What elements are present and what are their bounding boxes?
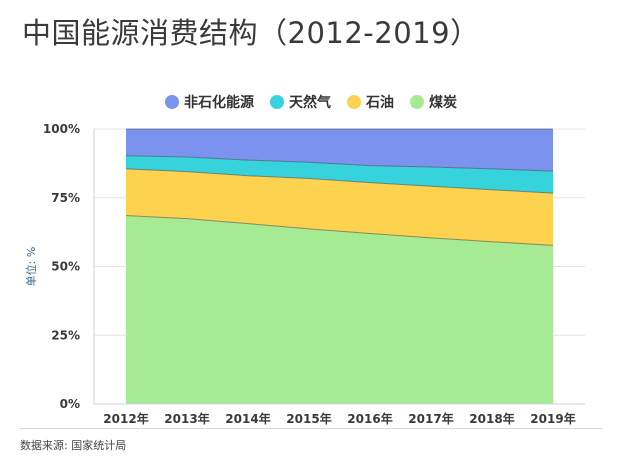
y-tick-label: 0% (60, 397, 80, 411)
legend-label: 非石化能源 (184, 94, 254, 111)
legend-item[interactable]: 煤炭 (410, 94, 457, 111)
legend-label: 天然气 (289, 94, 331, 111)
legend-label: 煤炭 (429, 94, 457, 111)
y-tick-label: 25% (51, 328, 80, 342)
chart-legend: 非石化能源 天然气 石油 煤炭 (165, 94, 457, 111)
x-tick-label: 2018年 (469, 411, 514, 426)
series-line-0 (125, 215, 554, 246)
x-tick-label: 2015年 (286, 411, 331, 426)
y-tick-label: 75% (51, 191, 80, 205)
legend-label: 石油 (365, 94, 394, 111)
area-series-0 (126, 215, 553, 404)
legend-swatch (165, 95, 179, 109)
area-series-3 (126, 129, 553, 172)
area-chart: 0% 25% 50% 75% 100% 单位: % 2012年 2013年 2014年 2015年… (24, 122, 585, 426)
y-axis-label: 单位: % (24, 247, 38, 287)
legend-swatch (270, 95, 284, 109)
legend-item[interactable]: 石油 (347, 94, 394, 111)
x-tick-label: 2014年 (225, 411, 270, 426)
page-title: 中国能源消费结构（2012-2019） (22, 16, 480, 50)
legend-item[interactable]: 天然气 (270, 94, 331, 111)
area-series-1 (126, 168, 553, 246)
y-tick-label: 100% (43, 122, 80, 136)
series-line-1 (125, 168, 554, 194)
source-note: 数据来源: 国家统计局 (20, 439, 127, 452)
divider (20, 428, 602, 429)
x-tick-label: 2017年 (408, 411, 453, 426)
legend-swatch (347, 95, 361, 109)
legend-swatch (410, 95, 424, 109)
y-tick-label: 50% (51, 260, 80, 274)
x-tick-label: 2019年 (530, 411, 575, 426)
x-tick-label: 2012年 (103, 411, 148, 426)
legend-item[interactable]: 非石化能源 (165, 94, 254, 111)
x-tick-label: 2013年 (164, 411, 209, 426)
area-series-2 (126, 155, 553, 194)
x-tick-label: 2016年 (347, 411, 392, 426)
series-line-2 (125, 155, 554, 172)
